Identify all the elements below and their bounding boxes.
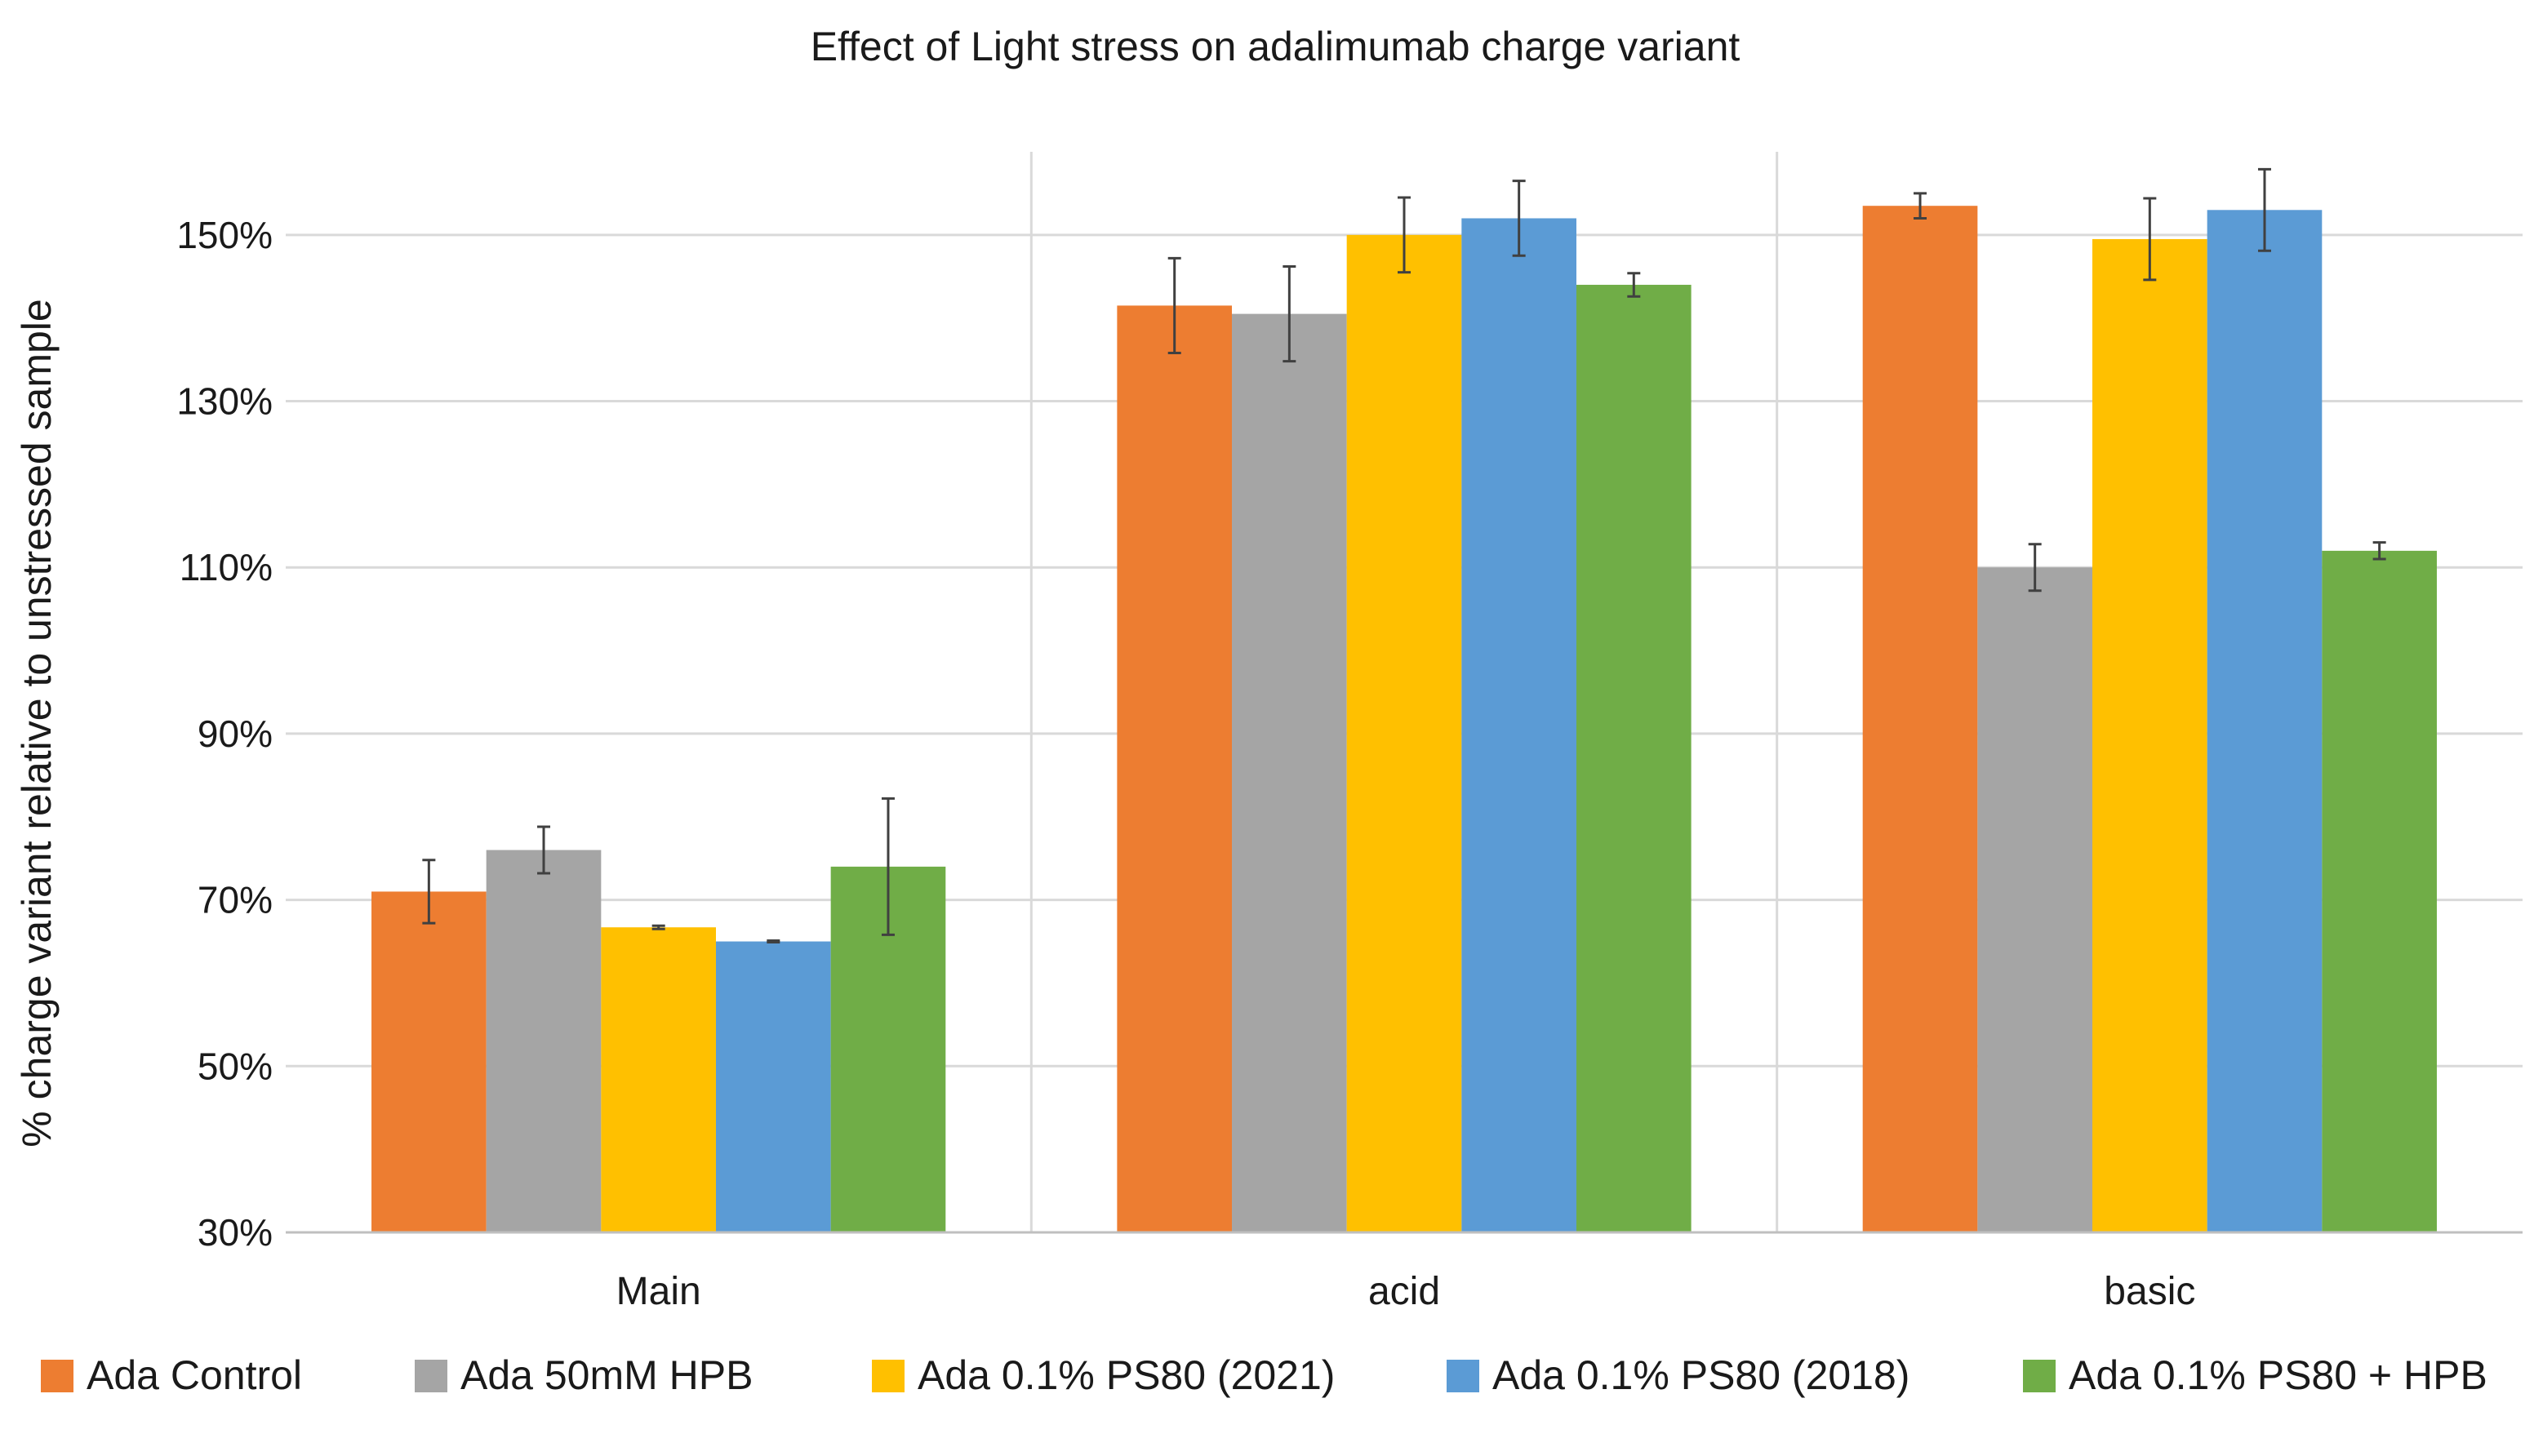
chart-title: Effect of Light stress on adalimumab cha… [811,24,1740,69]
bar [1862,206,1978,1233]
x-tick-label: acid [1368,1270,1440,1313]
bar [715,941,831,1232]
bar [1977,567,2093,1232]
y-tick-label: 70% [198,879,273,921]
legend-swatch [415,1360,447,1392]
y-tick-label: 130% [176,380,273,423]
bar [1461,218,1576,1232]
legend-label: Ada 0.1% PS80 (2021) [918,1352,1335,1398]
legend-label: Ada 0.1% PS80 (2018) [1492,1352,1909,1398]
legend-swatch [872,1360,905,1392]
x-tick-label: Main [616,1270,701,1313]
bar [1346,234,1462,1232]
legend-label: Ada Control [87,1352,302,1398]
legend-label: Ada 0.1% PS80 + HPB [2069,1352,2487,1398]
y-tick-label: 30% [198,1211,273,1254]
bar [1576,284,1692,1232]
legend-label: Ada 50mM HPB [460,1352,753,1398]
y-tick-label: 110% [180,546,273,588]
bar [371,891,487,1232]
legend: Ada Control Ada 50mM HPB Ada 0.1% PS80 (20… [41,1352,2487,1398]
x-tick-label: basic [2104,1270,2195,1313]
legend-swatch [2023,1360,2056,1392]
legend-swatch [41,1360,73,1392]
bar [1117,305,1233,1232]
y-axis-label: % charge variant relative to unstressed … [14,299,60,1147]
bar [1232,313,1347,1233]
y-tick-label: 50% [198,1045,273,1087]
bar [2207,210,2323,1233]
bar [601,927,716,1232]
bar [486,850,602,1232]
legend-swatch [1447,1360,1479,1392]
bars [371,167,2437,1233]
y-tick-label: 150% [176,214,273,256]
bar [2092,238,2207,1232]
y-tick-label: 90% [198,712,273,755]
bar [2322,550,2437,1232]
axes: 30% 50% 70% 90% 110% 130% 150% Main acid basic [176,214,2523,1313]
